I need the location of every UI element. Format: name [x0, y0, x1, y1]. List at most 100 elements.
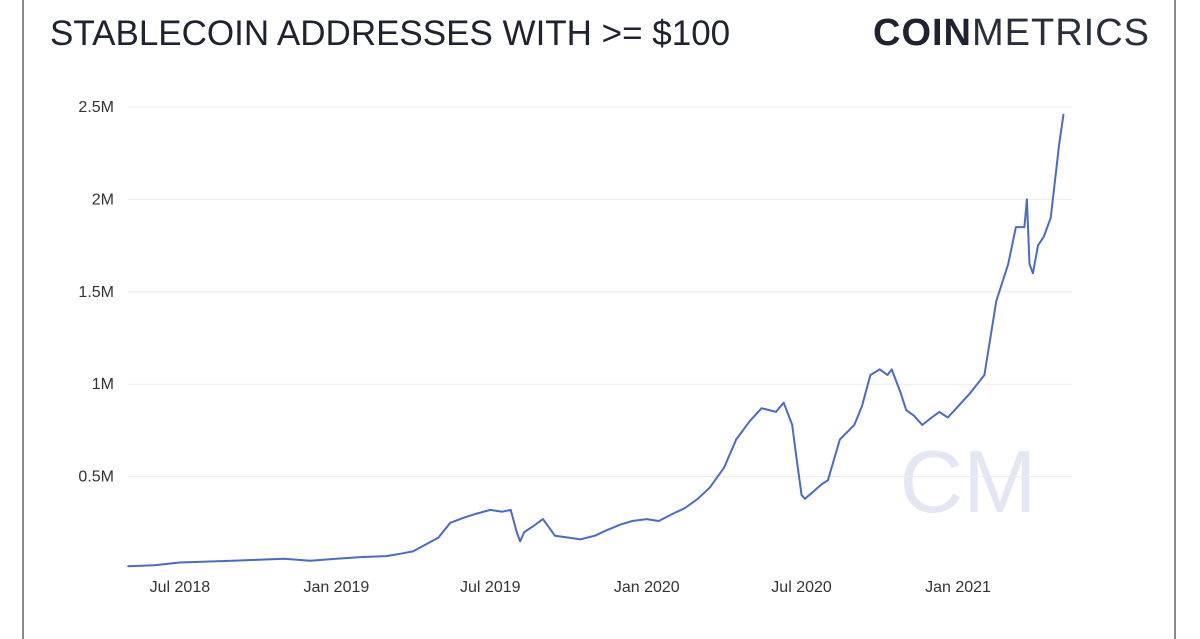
data-point: [983, 374, 986, 376]
data-point: [748, 420, 751, 422]
data-point: [449, 522, 452, 524]
data-point: [812, 490, 815, 493]
data-point: [708, 486, 711, 489]
data-point: [385, 555, 388, 557]
y-tick-label: 2.5M: [78, 99, 114, 116]
data-point: [890, 368, 893, 371]
data-point: [816, 486, 819, 489]
chart-title: STABLECOIN ADDRESSES WITH >= $100: [50, 14, 731, 53]
data-point: [930, 416, 933, 419]
data-point: [735, 438, 737, 441]
brand-logo: COINMETRICS: [873, 12, 1150, 55]
x-tick-label: Jan 2020: [614, 579, 680, 596]
data-point: [791, 424, 794, 426]
data-point: [938, 411, 941, 413]
data-point: [795, 457, 798, 459]
data-point: [760, 407, 763, 410]
data-point: [899, 390, 902, 393]
data-point: [501, 510, 503, 513]
data-point: [697, 497, 699, 500]
data-point: [401, 552, 404, 555]
data-point: [684, 507, 686, 509]
data-point: [1026, 198, 1028, 201]
data-point: [947, 416, 949, 419]
data-point: [153, 564, 156, 567]
data-point: [489, 509, 492, 511]
data-point: [921, 424, 924, 426]
logo-bold-text: COIN: [873, 12, 972, 54]
data-point: [775, 411, 777, 413]
y-tick-label: 2M: [92, 191, 114, 208]
data-point: [839, 438, 841, 441]
data-point: [657, 520, 660, 522]
data-point: [808, 494, 811, 496]
x-tick-label: Jan 2021: [925, 579, 991, 596]
data-point: [1058, 143, 1061, 145]
y-axis-ticks: 0.5M 1M 1.5M 2M 2.5M: [78, 99, 114, 486]
data-point: [475, 512, 478, 515]
x-tick-label: Jul 2019: [460, 579, 521, 596]
data-point: [542, 518, 544, 520]
data-point: [969, 392, 971, 395]
data-point: [905, 409, 907, 411]
data-point: [631, 520, 634, 522]
x-tick-label: Jan 2019: [303, 579, 369, 596]
data-point: [861, 405, 863, 408]
watermark-logo: CM: [900, 432, 1037, 531]
x-tick-label: Jul 2020: [771, 579, 832, 596]
data-point: [257, 558, 259, 561]
data-point: [913, 414, 915, 417]
data-point: [361, 556, 364, 558]
data-point: [886, 374, 889, 376]
data-point: [723, 466, 725, 469]
data-point: [1037, 244, 1039, 247]
y-tick-label: 0.5M: [78, 469, 114, 486]
data-point: [523, 531, 526, 533]
data-point: [309, 559, 311, 562]
data-point: [463, 516, 466, 519]
data-point: [179, 561, 181, 564]
data-point: [853, 424, 856, 426]
data-point: [412, 550, 414, 553]
data-point: [515, 531, 518, 533]
data-point: [127, 565, 129, 568]
data-point: [519, 540, 521, 543]
data-point: [800, 494, 803, 496]
data-point: [645, 518, 648, 520]
data-point: [869, 374, 872, 376]
data-point: [437, 536, 440, 539]
data-point: [283, 558, 286, 560]
data-point: [1028, 263, 1031, 265]
data-point: [231, 559, 234, 562]
data-point: [424, 544, 426, 546]
data-point: [1032, 272, 1034, 275]
data-point: [827, 479, 829, 482]
data-point: [554, 534, 556, 537]
data-point: [1049, 217, 1052, 219]
y-tick-label: 1M: [92, 376, 114, 393]
data-point: [205, 560, 208, 563]
data-point: [1043, 235, 1045, 238]
data-point: [1023, 226, 1026, 228]
grid-lines: [128, 106, 1072, 478]
data-point: [672, 512, 674, 515]
data-point: [606, 529, 608, 531]
logo-light-text: METRICS: [972, 12, 1150, 54]
x-axis-ticks: Jul 2018 Jan 2019 Jul 2019 Jan 2020 Jul 2020…: [150, 579, 991, 596]
data-point: [509, 509, 512, 511]
data-point: [1062, 113, 1065, 116]
data-point: [579, 538, 582, 541]
data-point: [782, 401, 785, 404]
data-point: [619, 523, 622, 526]
data-point: [532, 525, 534, 528]
data-point: [878, 368, 881, 371]
data-point: [804, 497, 806, 500]
data-point: [821, 483, 823, 485]
data-point: [567, 536, 570, 539]
data-point: [995, 300, 998, 302]
y-tick-label: 1.5M: [78, 284, 114, 301]
series-points: [127, 113, 1065, 568]
data-point: [335, 558, 338, 560]
data-point: [1015, 226, 1017, 228]
